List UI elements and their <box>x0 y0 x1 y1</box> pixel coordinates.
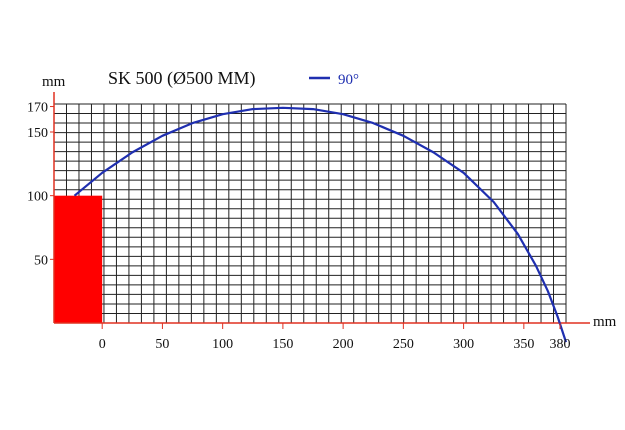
x-tick-label: 0 <box>99 337 106 352</box>
x-tick-label: 350 <box>513 337 534 352</box>
x-tick-label: 50 <box>155 337 169 352</box>
y-axis-label: mm <box>42 74 66 90</box>
x-tick-label: 200 <box>333 337 354 352</box>
x-tick-label: 380 <box>549 337 570 352</box>
x-tick-labels: 0 50 100 150 200 250 300 350 380 <box>99 323 570 352</box>
x-axis-label: mm <box>593 314 617 330</box>
legend-label-90: 90° <box>338 72 359 88</box>
chart-axes <box>53 92 590 324</box>
y-tick-label: 170 <box>27 101 48 116</box>
chart-title: SK 500 (Ø500 MM) <box>108 68 256 89</box>
x-tick-label: 300 <box>453 337 474 352</box>
y-tick-labels: 50 100 150 170 <box>27 101 54 268</box>
y-tick-label: 150 <box>27 126 48 141</box>
x-tick-label: 150 <box>272 337 293 352</box>
series-line-90 <box>73 106 568 343</box>
y-tick-label: 50 <box>34 253 48 268</box>
chart-grid <box>53 103 567 324</box>
x-tick-label: 100 <box>212 337 233 352</box>
y-tick-label: 100 <box>27 190 48 205</box>
height-block <box>54 195 103 323</box>
x-tick-label: 250 <box>393 337 414 352</box>
